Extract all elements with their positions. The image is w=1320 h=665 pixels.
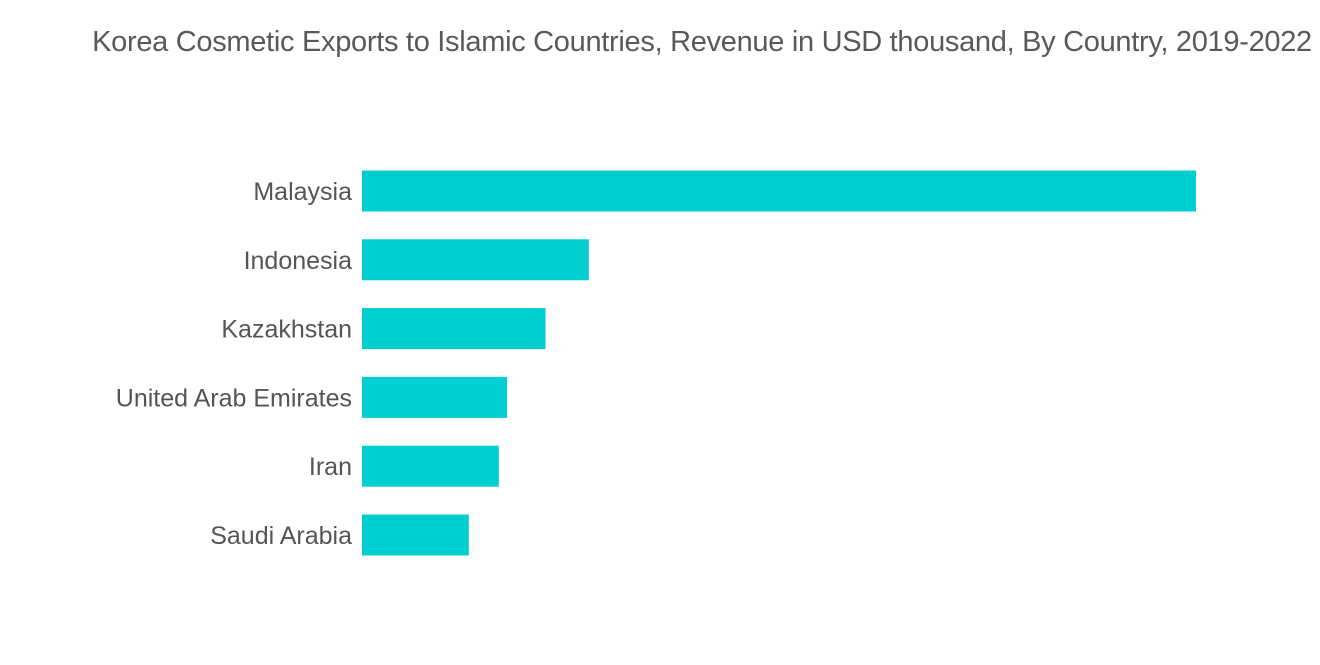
category-label-saudi-arabia: Saudi Arabia [210,522,352,550]
bar-iran [362,445,499,487]
bar-kazakhstan [362,308,546,350]
bar-indonesia [362,239,589,281]
bar-united-arab-emirates [362,376,508,418]
category-label-united-arab-emirates: United Arab Emirates [116,384,352,412]
chart-title: Korea Cosmetic Exports to Islamic Countr… [92,26,1312,58]
category-label-iran: Iran [309,453,352,481]
category-label-kazakhstan: Kazakhstan [221,316,352,344]
category-label-malaysia: Malaysia [253,178,352,206]
category-label-indonesia: Indonesia [244,247,353,275]
bar-malaysia [362,170,1196,212]
bar-saudi-arabia [362,514,469,556]
